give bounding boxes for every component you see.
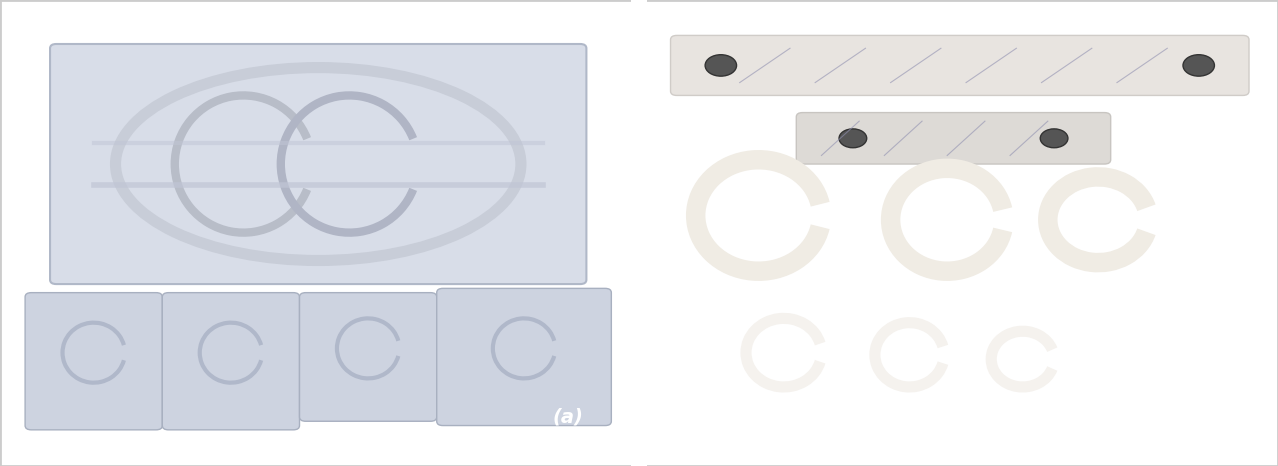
FancyBboxPatch shape xyxy=(796,113,1111,164)
FancyBboxPatch shape xyxy=(671,35,1249,96)
FancyBboxPatch shape xyxy=(26,293,162,430)
FancyBboxPatch shape xyxy=(437,288,611,425)
FancyBboxPatch shape xyxy=(299,293,437,421)
Text: (b): (b) xyxy=(1201,407,1233,426)
Circle shape xyxy=(1183,55,1214,76)
FancyBboxPatch shape xyxy=(162,293,299,430)
FancyBboxPatch shape xyxy=(50,44,587,284)
Circle shape xyxy=(840,129,866,148)
Circle shape xyxy=(705,55,736,76)
Circle shape xyxy=(1040,129,1068,148)
Text: (a): (a) xyxy=(552,407,583,426)
